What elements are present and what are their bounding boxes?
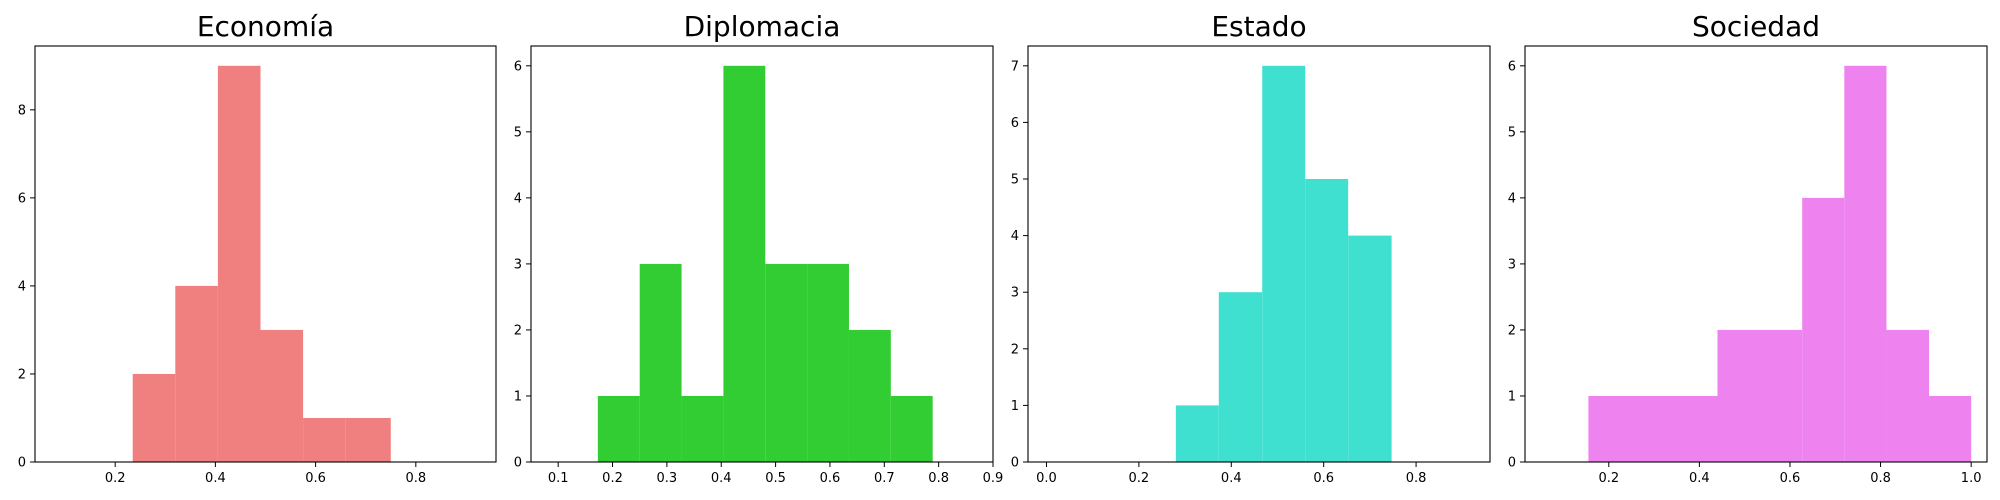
x-tick-label: 0.4 [205,471,226,486]
histogram-bar [681,395,724,462]
y-tick-label: 3 [1011,286,1019,301]
histogram-bar [1348,235,1392,462]
histogram-bar [597,395,640,462]
x-tick-label: 0.8 [405,471,426,486]
panel-title: Sociedad [1692,10,1820,43]
x-tick-label: 1.0 [1961,471,1982,486]
y-tick-label: 6 [18,191,26,206]
x-tick-label: 0.6 [305,471,326,486]
histogram-bar [848,329,891,462]
y-tick-label: 2 [514,323,522,338]
y-tick-label: 4 [514,191,522,206]
y-tick-label: 5 [1011,173,1019,188]
x-tick-label: 0.6 [1313,471,1334,486]
histogram-bar [1262,65,1306,463]
y-tick-label: 5 [514,125,522,140]
x-tick-label: 0.5 [765,471,786,486]
y-tick-label: 4 [1508,191,1516,206]
y-tick-label: 4 [18,279,26,294]
histogram-bar [1929,395,1972,462]
panel-estado: Estado 0.0 0.2 0.4 0.6 0.8 0 1 2 3 4 5 6 7 [1011,10,1491,486]
y-tick-label: 1 [1508,389,1516,404]
panel-diplomacia: Diplomacia 0.1 0.2 0.3 0.4 0.5 0.6 0.7 0.8 0.9 0 1… [514,10,1004,486]
y-tick-label: 1 [514,389,522,404]
y-tick-label: 6 [1011,116,1019,131]
histogram-bar [260,329,304,462]
panel-title: Estado [1211,10,1306,43]
x-tick-label: 0.4 [1221,471,1242,486]
histogram-bar [1588,395,1718,462]
x-tick-label: 0.4 [1689,471,1710,486]
y-tick-label: 6 [1508,59,1516,74]
y-tick-label: 8 [18,103,26,118]
y-tick-label: 2 [1011,342,1019,357]
panel-economia: Economía 0.2 0.4 0.6 0.8 0 2 4 6 8 [18,10,497,486]
x-tick-label: 0.6 [1780,471,1801,486]
x-tick-label: 0.6 [820,471,841,486]
panel-title: Diplomacia [684,10,841,43]
histogram-bar [639,263,682,462]
x-tick-label: 0.0 [1036,471,1057,486]
y-tick-label: 6 [514,59,522,74]
y-tick-label: 0 [514,456,522,471]
histogram-bar [807,263,849,462]
y-tick-label: 0 [1508,456,1516,471]
y-tick-label: 3 [514,257,522,272]
histogram-bar [1305,179,1349,462]
x-tick-label: 0.7 [874,471,895,486]
histogram-bar [1218,292,1263,462]
histogram-bar [132,373,176,462]
histogram-bar [303,417,346,462]
axes-frame [1027,45,1491,463]
histogram-bar [1717,329,1803,462]
x-tick-label: 0.2 [1598,471,1619,486]
histogram-bar [1886,329,1930,462]
x-tick-label: 0.2 [602,471,623,486]
panel-title: Economía [197,10,334,43]
x-tick-label: 0.8 [1406,471,1427,486]
y-tick-label: 5 [1508,125,1516,140]
histogram-bar [765,263,808,462]
y-tick-label: 2 [1508,323,1516,338]
histogram-bar [1844,65,1887,463]
panel-sociedad: Sociedad 0.2 0.4 0.6 0.8 1.0 0 1 2 3 4 5 6 [1508,10,1988,486]
histogram-bar [175,285,218,462]
axes-frame [1524,45,1988,463]
y-tick-label: 3 [1508,257,1516,272]
axes-frame [34,45,497,463]
y-tick-label: 2 [18,367,26,382]
axes-frame [530,45,994,463]
x-tick-label: 0.2 [105,471,126,486]
x-tick-label: 0.4 [711,471,732,486]
x-tick-label: 0.8 [928,471,949,486]
y-tick-label: 1 [1011,399,1019,414]
histogram-bar [890,395,933,462]
histogram-bar [345,417,391,462]
histogram-bar [1802,197,1845,462]
y-tick-label: 4 [1011,229,1019,244]
x-tick-label: 0.2 [1129,471,1150,486]
y-tick-label: 7 [1011,59,1019,74]
x-tick-label: 0.8 [1870,471,1891,486]
histogram-bar [723,65,766,463]
y-tick-label: 0 [18,456,26,471]
x-tick-label: 0.9 [983,471,1004,486]
x-tick-label: 0.1 [548,471,569,486]
x-tick-label: 0.3 [657,471,678,486]
histogram-bar [1175,405,1219,462]
histogram-bar [217,65,261,463]
y-tick-label: 0 [1011,456,1019,471]
